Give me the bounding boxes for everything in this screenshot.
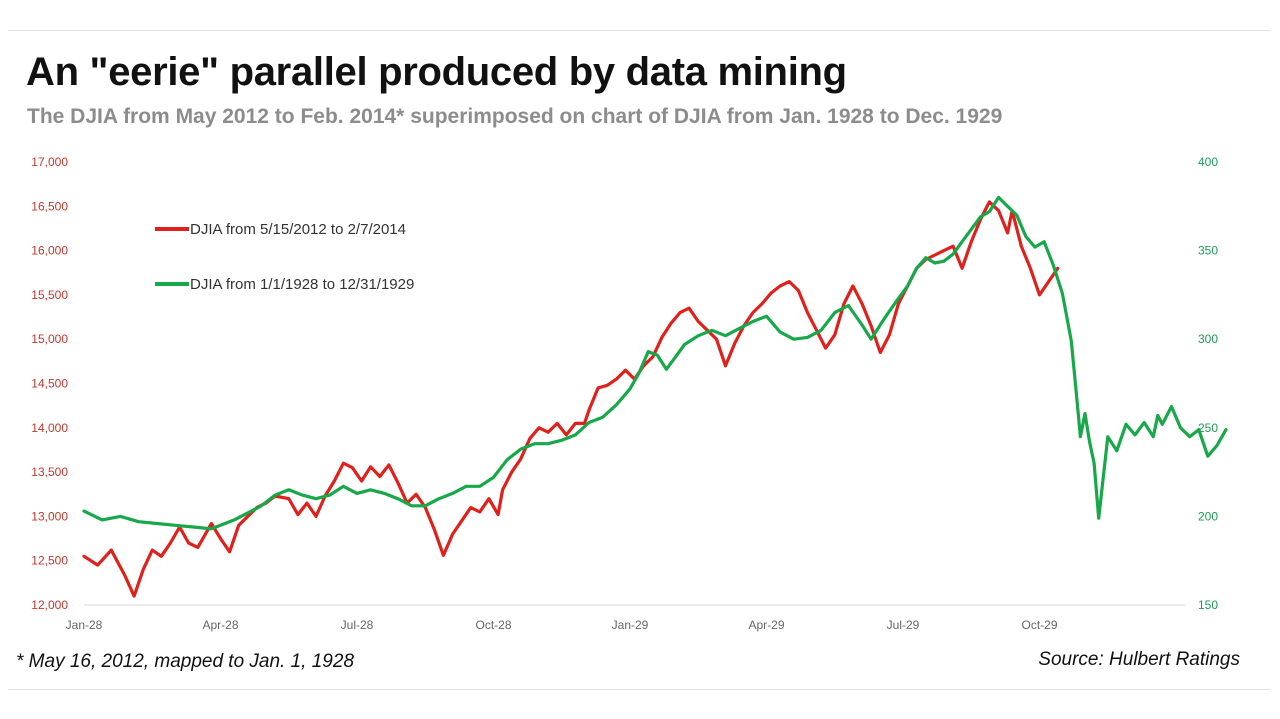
left-axis-tick-label: 15,500 — [31, 288, 68, 302]
left-axis-tick-label: 13,000 — [31, 509, 68, 523]
left-axis-tick-label: 16,500 — [31, 199, 68, 213]
x-axis-tick-label: Apr-29 — [748, 618, 784, 632]
legend-entry-1928-1929: DJIA from 1/1/1928 to 12/31/1929 — [190, 276, 414, 293]
x-axis-tick-label: Apr-28 — [202, 618, 238, 632]
right-axis-tick-label: 400 — [1198, 155, 1218, 169]
left-axis-tick-label: 14,500 — [31, 377, 68, 391]
right-axis-tick-label: 300 — [1198, 332, 1218, 346]
left-axis-tick-label: 16,000 — [31, 244, 68, 258]
chart-frame — [8, 30, 1270, 690]
source-note: Source: Hulbert Ratings — [1038, 649, 1240, 670]
series-line-2012-2014 — [82, 200, 1060, 598]
left-axis-tick-label: 17,000 — [31, 155, 68, 169]
left-axis-tick-label: 14,000 — [31, 421, 68, 435]
legend-entry-2012-2014: DJIA from 5/15/2012 to 2/7/2014 — [190, 221, 406, 238]
x-axis-tick-label: Jul-28 — [341, 618, 374, 632]
x-axis-tick-label: Oct-29 — [1021, 618, 1057, 632]
x-axis-ticks: Jan-28 Apr-28 Jul-28 Oct-28 Jan-29 Apr-29 Jul-… — [66, 618, 1058, 632]
x-axis-tick-label: Jan-28 — [66, 618, 103, 632]
left-axis-tick-label: 12,500 — [31, 554, 68, 568]
left-axis-tick-label: 13,500 — [31, 465, 68, 479]
left-axis-tick-label: 15,000 — [31, 332, 68, 346]
x-axis-tick-label: Jan-29 — [612, 618, 649, 632]
right-axis-tick-label: 150 — [1198, 598, 1218, 612]
legend: DJIA from 5/15/2012 to 2/7/2014 DJIA from… — [155, 221, 414, 293]
chart-subtitle: The DJIA from May 2012 to Feb. 2014* sup… — [27, 105, 1003, 128]
footnote: * May 16, 2012, mapped to Jan. 1, 1928 — [16, 651, 355, 672]
chart-title: An "eerie" parallel produced by data min… — [26, 50, 847, 94]
series-line-1928-1929 — [82, 195, 1228, 531]
right-axis-tick-label: 200 — [1198, 509, 1218, 523]
left-axis-tick-label: 12,000 — [31, 598, 68, 612]
right-axis-tick-label: 350 — [1198, 244, 1218, 258]
series-layer — [82, 195, 1228, 598]
x-axis-tick-label: Oct-28 — [475, 618, 511, 632]
x-axis-tick-label: Jul-29 — [887, 618, 920, 632]
left-axis-ticks: 12,000 12,500 13,000 13,500 14,000 14,500 15,0… — [31, 155, 68, 612]
right-axis-ticks: 150 200 250 300 350 400 — [1198, 155, 1218, 612]
right-axis-tick-label: 250 — [1198, 421, 1218, 435]
